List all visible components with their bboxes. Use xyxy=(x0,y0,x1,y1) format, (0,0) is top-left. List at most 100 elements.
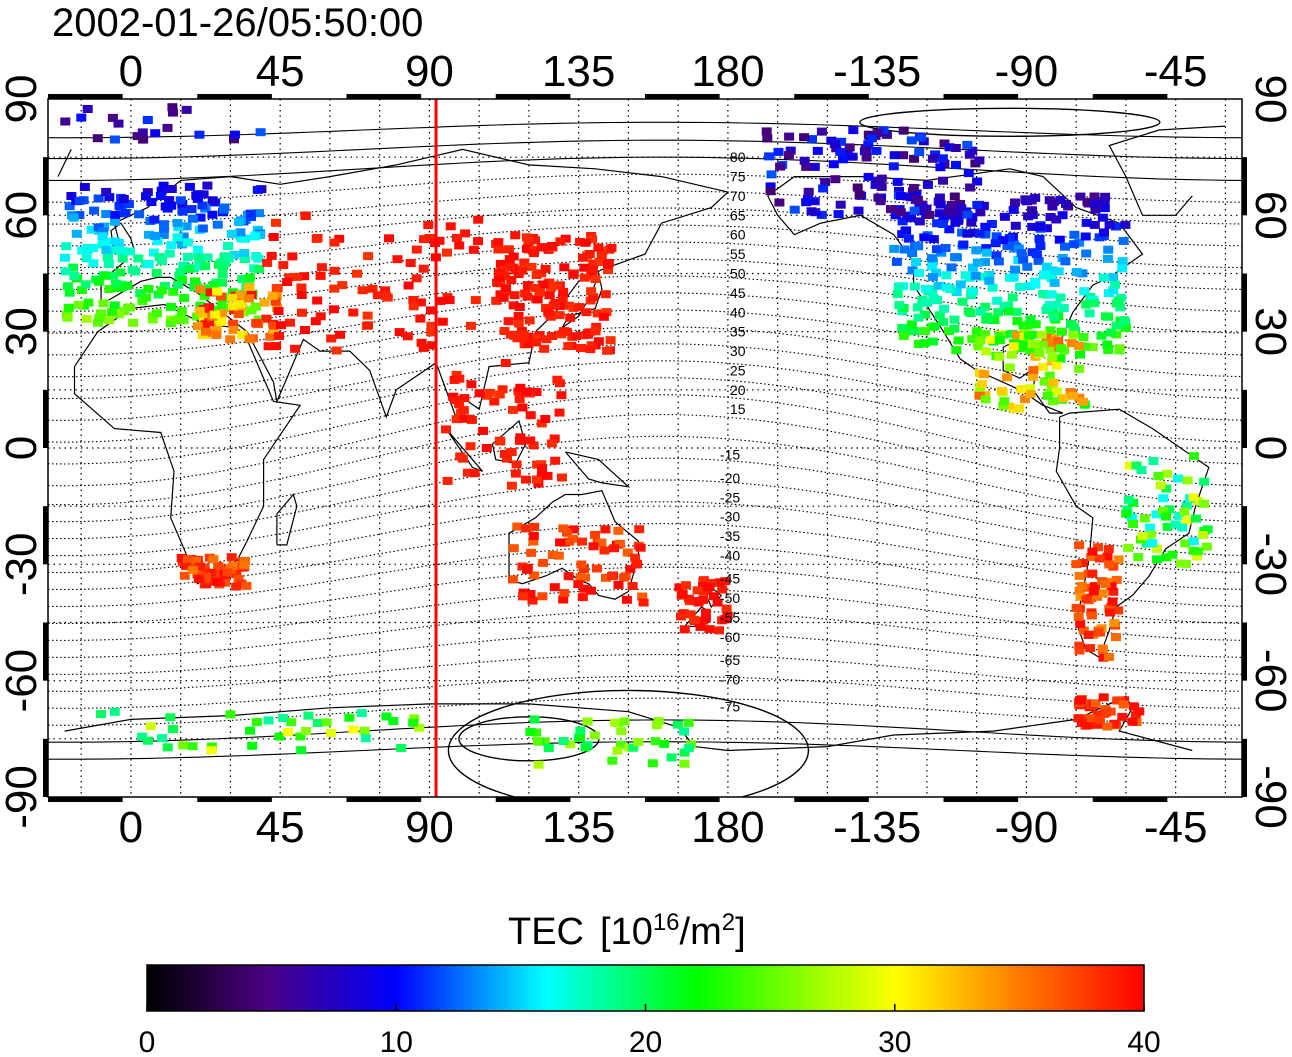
tec-measurement xyxy=(1060,257,1071,266)
tec-measurement xyxy=(228,319,239,328)
tec-measurement xyxy=(227,293,238,302)
tec-measurement xyxy=(966,218,977,227)
tec-measurement xyxy=(579,273,590,282)
tec-measurement xyxy=(589,731,600,740)
tec-measurement xyxy=(162,743,173,752)
contour-line xyxy=(48,653,1242,692)
tec-measurement xyxy=(544,291,555,300)
tec-measurement xyxy=(419,235,430,244)
tec-measurement xyxy=(515,383,526,392)
tec-measurement xyxy=(977,272,988,281)
tec-measurement xyxy=(1013,244,1024,253)
tec-measurement xyxy=(939,139,950,148)
tec-measurement xyxy=(239,249,250,257)
tec-measurement xyxy=(1008,342,1019,351)
tec-measurement xyxy=(1113,555,1124,564)
tec-measurement xyxy=(503,317,514,326)
tec-measurement xyxy=(525,436,536,445)
tec-measurement xyxy=(539,344,550,353)
tec-measurement xyxy=(408,718,419,727)
tec-measurement xyxy=(970,271,981,280)
tec-measurement xyxy=(575,573,586,582)
tec-measurement xyxy=(911,189,922,198)
tec-measurement xyxy=(497,385,508,394)
tec-measurement xyxy=(582,717,593,726)
tec-measurement xyxy=(1074,571,1085,580)
tec-measurement xyxy=(610,718,621,727)
tec-measurement xyxy=(73,300,84,309)
right-lat-tick-label: 90 xyxy=(1246,75,1292,124)
frame-tick-bottom xyxy=(645,797,720,802)
tec-measurement xyxy=(510,231,521,240)
tec-measurement xyxy=(1110,222,1121,231)
tec-measurement xyxy=(861,146,872,155)
tec-measurement xyxy=(117,254,128,263)
tec-measurement xyxy=(922,180,933,189)
tec-measurement xyxy=(165,713,176,722)
tec-measurement xyxy=(175,268,186,277)
tec-measurement xyxy=(986,220,997,228)
tec-measurement xyxy=(1090,699,1101,708)
tec-measurement xyxy=(1170,520,1181,529)
tec-measurement xyxy=(878,126,889,135)
tec-measurement xyxy=(178,232,189,241)
tec-measurement xyxy=(600,290,611,299)
tec-measurement xyxy=(1076,719,1087,727)
frame-tick-right xyxy=(1242,738,1247,797)
tec-measurement xyxy=(127,265,138,274)
tec-measurement xyxy=(201,580,212,589)
tec-measurement xyxy=(202,181,213,190)
tec-measurement xyxy=(704,583,715,591)
tec-measurement xyxy=(530,283,541,292)
tec-measurement xyxy=(1074,641,1085,650)
tec-measurement xyxy=(601,308,612,317)
tec-measurement xyxy=(547,551,558,559)
tec-measurement xyxy=(1097,589,1108,598)
tec-measurement xyxy=(1054,235,1065,244)
tec-measurement xyxy=(316,263,327,272)
tec-measurement xyxy=(468,245,479,254)
tec-measurement xyxy=(714,578,725,587)
tec-measurement xyxy=(529,571,540,580)
tec-measurement xyxy=(541,335,552,344)
coastline xyxy=(57,125,1226,216)
tec-measurement xyxy=(935,200,946,209)
tec-measurement xyxy=(1113,606,1124,615)
frame-tick-left xyxy=(43,157,48,216)
tec-measurement xyxy=(632,559,643,568)
tec-measurement xyxy=(914,217,925,226)
tec-measurement xyxy=(245,209,256,218)
tec-measurement xyxy=(83,298,94,307)
bottom-lon-tick-label: 90 xyxy=(405,803,454,852)
tec-measurement xyxy=(949,324,960,333)
tec-measurement xyxy=(494,436,505,445)
tec-measurement xyxy=(205,288,216,297)
contour-label: 45 xyxy=(730,285,746,301)
tec-measurement xyxy=(266,251,277,260)
tec-measurement xyxy=(1047,353,1058,361)
colorbar-ticks: 0 10 20 30 40 xyxy=(139,1004,1161,1057)
tec-measurement xyxy=(1020,195,1031,204)
tec-measurement xyxy=(100,271,111,280)
tec-measurement xyxy=(700,614,711,623)
tec-measurement xyxy=(265,332,276,341)
tec-measurement xyxy=(946,263,957,272)
coastline xyxy=(1055,408,1210,659)
tec-measurement xyxy=(1100,580,1111,589)
tec-measurement xyxy=(889,244,900,253)
tec-measurement xyxy=(1094,715,1105,724)
tec-measurement xyxy=(965,183,976,192)
left-lat-tick-label: -30 xyxy=(0,533,46,597)
contour-label: 35 xyxy=(730,324,746,340)
tec-measurement xyxy=(297,308,307,317)
tec-measurement xyxy=(979,370,990,379)
tec-measurement xyxy=(538,558,549,567)
tec-measurement xyxy=(151,268,162,277)
tec-measurement xyxy=(315,271,326,280)
tec-measurement xyxy=(1199,477,1210,486)
tec-measurement xyxy=(627,582,638,590)
tec-measurement xyxy=(511,460,522,469)
tec-measurement xyxy=(513,319,524,328)
tec-measurement xyxy=(184,265,195,273)
tec-measurement xyxy=(1028,366,1039,375)
